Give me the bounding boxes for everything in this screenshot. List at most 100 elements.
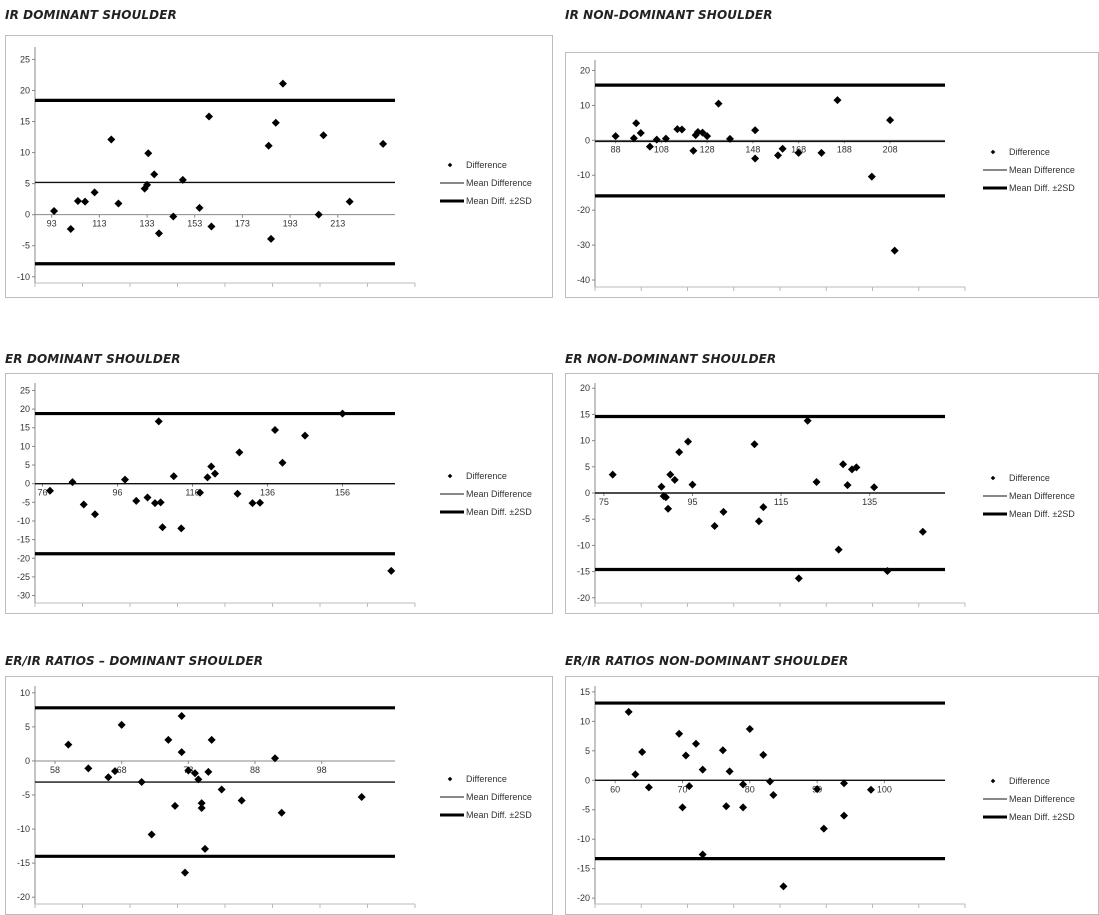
y-tick-label: -5 — [582, 805, 590, 815]
y-tick-label: -15 — [17, 858, 30, 868]
x-tick-label: 88 — [250, 765, 260, 775]
y-tick-label: -20 — [17, 553, 30, 563]
x-tick-label: 188 — [837, 144, 852, 154]
data-point — [207, 222, 216, 231]
data-point — [154, 417, 163, 426]
data-point — [178, 175, 187, 184]
chart-title: ER/IR RATIOS – DOMINANT SHOULDER — [5, 654, 264, 668]
y-tick-label: 25 — [20, 54, 30, 64]
data-point — [819, 824, 828, 833]
data-point — [117, 720, 126, 729]
data-point — [688, 480, 697, 489]
data-point — [766, 777, 774, 786]
data-point — [652, 135, 661, 144]
data-point — [248, 499, 257, 508]
data-point — [184, 766, 193, 775]
data-point — [886, 116, 895, 125]
chart-title: ER/IR RATIOS NON-DOMINANT SHOULDER — [565, 654, 849, 668]
legend-label-mean: Mean Difference — [466, 792, 532, 802]
x-tick-label: 213 — [330, 219, 345, 229]
x-tick-label: 133 — [140, 219, 155, 229]
data-point — [197, 803, 206, 812]
legend-label-difference: Difference — [466, 774, 507, 784]
data-point — [50, 206, 59, 215]
data-point — [840, 779, 849, 788]
scatter-chart-er-non-dominant: -20 -15 -10 -5 0 5 10 15 20 75 95 115 135 Difference M… — [565, 373, 1099, 614]
scatter-chart-ratio-dominant: -20-15-10-505105868788898DifferenceMean … — [5, 676, 553, 915]
legend-label-limits: Mean Diff. ±2SD — [1009, 812, 1075, 822]
y-tick-label: -15 — [577, 567, 590, 577]
data-point — [237, 796, 246, 805]
data-point — [718, 746, 727, 755]
data-point — [181, 868, 189, 877]
data-point — [256, 498, 264, 507]
data-point — [207, 462, 216, 471]
data-point — [644, 783, 653, 792]
x-tick-label: 208 — [883, 144, 898, 154]
data-point — [90, 188, 99, 197]
data-point — [645, 142, 654, 151]
data-point — [739, 780, 748, 789]
legend-marker-difference — [990, 149, 996, 155]
data-point — [387, 566, 396, 575]
data-point — [754, 517, 763, 526]
y-tick-label: 5 — [25, 179, 30, 189]
legend-marker-difference — [447, 162, 453, 168]
scatter-chart-er-dominant: -30 -25 -20 -15 -10 -5 0 5 10 15 20 25 76 96 116 136 156… — [5, 373, 553, 614]
x-tick-label: 68 — [117, 765, 127, 775]
data-point — [670, 475, 679, 484]
data-point — [301, 431, 309, 440]
y-tick-label: -10 — [17, 272, 30, 282]
data-point — [870, 483, 879, 492]
data-point — [778, 144, 787, 153]
data-point — [150, 170, 159, 179]
data-point — [883, 567, 892, 576]
data-point — [608, 470, 617, 479]
data-point — [267, 234, 276, 243]
data-point — [774, 151, 783, 160]
y-tick-label: 5 — [585, 746, 590, 756]
data-point — [196, 488, 204, 497]
data-point — [840, 811, 849, 820]
legend-label-limits: Mean Diff. ±2SD — [466, 507, 532, 517]
data-point — [725, 767, 734, 776]
y-tick-label: -10 — [577, 170, 590, 180]
data-point — [698, 128, 707, 137]
scatter-chart-ir-non-dominant: -40-30-20-100102088108128148168188208Dif… — [565, 52, 1099, 298]
y-tick-label: -5 — [582, 514, 590, 524]
chart-title: ER NON-DOMINANT SHOULDER — [565, 352, 777, 366]
x-tick-label: 148 — [745, 144, 760, 154]
legend-label-mean: Mean Difference — [1009, 794, 1075, 804]
data-point — [143, 493, 152, 502]
y-tick-label: 15 — [580, 409, 590, 419]
y-tick-label: 10 — [20, 148, 30, 158]
data-point — [91, 510, 99, 519]
x-tick-label: 75 — [599, 497, 609, 507]
y-tick-label: 20 — [20, 85, 30, 95]
data-point — [278, 458, 287, 467]
legend-label-difference: Difference — [1009, 776, 1050, 786]
data-point — [205, 112, 214, 121]
chart-title: IR NON-DOMINANT SHOULDER — [565, 8, 773, 22]
data-point — [64, 740, 73, 749]
data-point — [843, 481, 852, 490]
y-tick-label: -5 — [22, 790, 30, 800]
data-point — [277, 808, 286, 817]
data-point — [745, 725, 754, 734]
data-point — [661, 134, 670, 143]
y-tick-label: 0 — [585, 488, 590, 498]
chart-panel-6: ER/IR RATIOS NON-DOMINANT SHOULDER -20 -1… — [565, 654, 1099, 915]
chart-panel-3: ER DOMINANT SHOULDER -30 -25 -20 -15 -10 -5 0 5… — [5, 352, 553, 614]
data-point — [158, 523, 167, 532]
plot-frame — [5, 35, 553, 298]
x-tick-label: 60 — [610, 784, 620, 794]
data-point — [839, 460, 848, 469]
y-tick-label: -20 — [577, 593, 590, 603]
chart-panel-1: IR DOMINANT SHOULDER -10 -5 0 5 10 15 20 25 93 11… — [5, 8, 553, 298]
y-tick-label: 20 — [580, 65, 590, 75]
data-point — [319, 131, 328, 140]
legend-label-mean: Mean Difference — [466, 178, 532, 188]
data-point — [107, 135, 116, 144]
data-point — [759, 750, 768, 759]
data-point — [144, 149, 153, 158]
